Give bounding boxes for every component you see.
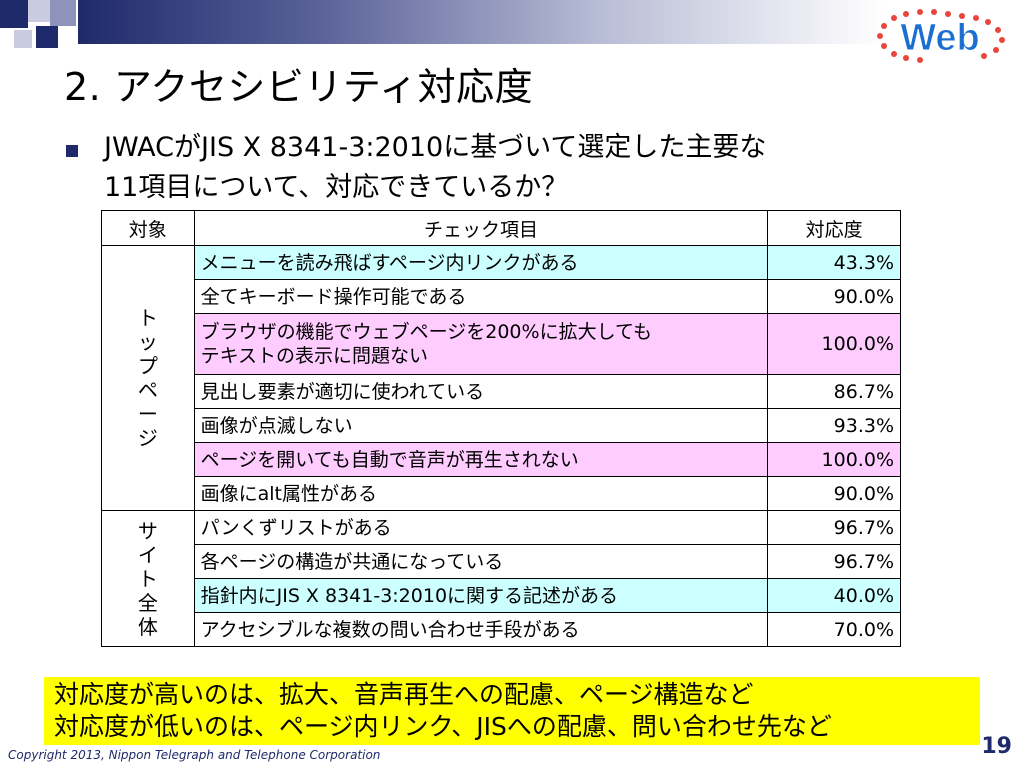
rate-value: 93.3% bbox=[767, 408, 901, 443]
check-item: 見出し要素が適切に使われている bbox=[193, 374, 769, 409]
header-gradient-bar bbox=[78, 0, 884, 44]
logo-text: Web bbox=[900, 17, 980, 59]
group-label: トップページ bbox=[137, 306, 158, 450]
table-row: 全てキーボード操作可能である 90.0% bbox=[102, 279, 901, 314]
table-row: 見出し要素が適切に使われている 86.7% bbox=[102, 374, 901, 409]
rate-value: 70.0% bbox=[767, 612, 901, 647]
rate-value: 40.0% bbox=[767, 578, 901, 613]
slide-title: 2. アクセシビリティ対応度 bbox=[64, 65, 534, 109]
table-row: トップページ メニューを読み飛ばすページ内リンクがある 43.3% bbox=[101, 245, 901, 511]
decor-square-1 bbox=[0, 0, 28, 28]
table-row: 画像が点滅しない 93.3% bbox=[102, 408, 901, 443]
check-item: ページを開いても自動で音声が再生されない bbox=[193, 442, 769, 477]
group-whole-site: サイト全体 bbox=[101, 510, 195, 647]
table-row: アクセシブルな複数の問い合わせ手段がある 70.0% bbox=[102, 612, 901, 647]
header-check-item: チェック項目 bbox=[193, 210, 769, 246]
check-item: 指針内にJIS X 8341-3:2010に関する記述がある bbox=[193, 578, 769, 613]
rate-value: 100.0% bbox=[767, 442, 901, 477]
group-label: サイト全体 bbox=[137, 518, 158, 639]
question-text: JWACがJIS X 8341-3:2010に基づいて選定した主要な 11項目に… bbox=[104, 128, 924, 208]
rate-value: 90.0% bbox=[767, 279, 901, 314]
web-logo: Web bbox=[877, 9, 1005, 63]
summary-line-1: 対応度が高いのは、拡大、音声再生への配慮、ページ構造など bbox=[54, 680, 754, 709]
decor-square-4 bbox=[14, 30, 32, 48]
check-item-line-2: テキストの表示に問題ない bbox=[200, 345, 429, 367]
check-item: パンくずリストがある bbox=[193, 510, 769, 545]
check-item: メニューを読み飛ばすページ内リンクがある bbox=[193, 245, 769, 280]
rate-value: 43.3% bbox=[767, 245, 901, 280]
rate-value: 90.0% bbox=[767, 476, 901, 511]
header-rate: 対応度 bbox=[767, 210, 901, 246]
rate-value: 96.7% bbox=[767, 510, 901, 545]
rate-value: 96.7% bbox=[767, 544, 901, 579]
table-row: 指針内にJIS X 8341-3:2010に関する記述がある 40.0% bbox=[102, 578, 901, 613]
table-row: 画像にalt属性がある 90.0% bbox=[102, 476, 901, 511]
question-line-1: JWACがJIS X 8341-3:2010に基づいて選定した主要な bbox=[104, 132, 767, 163]
check-item: 画像にalt属性がある bbox=[193, 476, 769, 511]
decor-square-5 bbox=[36, 26, 58, 48]
decor-square-2 bbox=[28, 0, 50, 22]
table-header-row: 対象 チェック項目 対応度 bbox=[101, 210, 901, 246]
group-top-page: トップページ bbox=[101, 245, 195, 511]
copyright-text: Copyright 2013, Nippon Telegraph and Tel… bbox=[8, 748, 381, 762]
table-row: ページを開いても自動で音声が再生されない 100.0% bbox=[102, 442, 901, 477]
summary-line-2: 対応度が低いのは、ページ内リンク、JISへの配慮、問い合わせ先など bbox=[54, 712, 832, 741]
question-line-2: 11項目について、対応できているか？ bbox=[104, 172, 569, 203]
check-item: 各ページの構造が共通になっている bbox=[193, 544, 769, 579]
header-target: 対象 bbox=[101, 210, 195, 246]
summary-note: 対応度が高いのは、拡大、音声再生への配慮、ページ構造など 対応度が低いのは、ペー… bbox=[44, 677, 980, 745]
bullet-icon bbox=[66, 145, 78, 157]
rate-value: 86.7% bbox=[767, 374, 901, 409]
check-item-line-1: ブラウザの機能でウェブページを200%に拡大しても bbox=[200, 321, 653, 343]
check-item: アクセシブルな複数の問い合わせ手段がある bbox=[193, 612, 769, 647]
check-item: 全てキーボード操作可能である bbox=[193, 279, 769, 314]
check-table: 対象 チェック項目 対応度 トップページ メニューを読み飛ばすページ内リンクがあ… bbox=[101, 210, 901, 647]
table-row: 各ページの構造が共通になっている 96.7% bbox=[102, 544, 901, 579]
decor-square-3 bbox=[50, 0, 76, 26]
check-item: ブラウザの機能でウェブページを200%に拡大しても テキストの表示に問題ない bbox=[193, 313, 769, 375]
page-number: 19 bbox=[981, 734, 1012, 759]
table-row: ブラウザの機能でウェブページを200%に拡大しても テキストの表示に問題ない 1… bbox=[102, 313, 901, 375]
table-row: サイト全体 パンくずリストがある 96.7% bbox=[101, 510, 901, 647]
rate-value: 100.0% bbox=[767, 313, 901, 375]
check-item: 画像が点滅しない bbox=[193, 408, 769, 443]
